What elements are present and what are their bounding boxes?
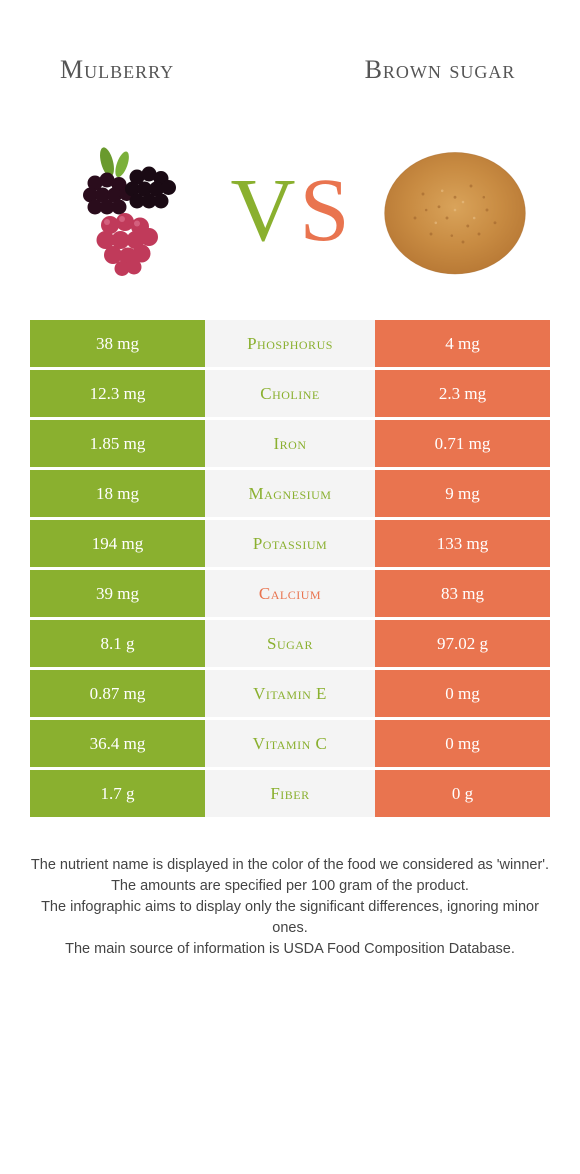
value-left: 1.7 g [30,770,205,817]
table-row: 1.85 mgIron0.71 mg [30,420,550,470]
table-row: 0.87 mgVitamin E0 mg [30,670,550,720]
nutrient-name: Vitamin C [205,720,375,767]
table-row: 18 mgMagnesium9 mg [30,470,550,520]
footer: The nutrient name is displayed in the co… [0,820,580,960]
footer-line: The amounts are specified per 100 gram o… [30,876,550,897]
value-left: 0.87 mg [30,670,205,717]
value-left: 38 mg [30,320,205,367]
value-right: 0.71 mg [375,420,550,467]
vs-v: V [230,159,295,262]
nutrient-name: Fiber [205,770,375,817]
value-left: 1.85 mg [30,420,205,467]
mulberry-image [40,125,210,295]
table-row: 12.3 mgCholine2.3 mg [30,370,550,420]
nutrient-name: Magnesium [205,470,375,517]
value-left: 18 mg [30,470,205,517]
value-left: 36.4 mg [30,720,205,767]
value-left: 8.1 g [30,620,205,667]
value-right: 0 mg [375,670,550,717]
table-row: 194 mgPotassium133 mg [30,520,550,570]
table-row: 36.4 mgVitamin C0 mg [30,720,550,770]
value-right: 83 mg [375,570,550,617]
value-left: 194 mg [30,520,205,567]
footer-line: The main source of information is USDA F… [30,939,550,960]
header: Mulberry Brown sugar [0,0,580,120]
image-row: VS [0,120,580,320]
table-row: 8.1 gSugar97.02 g [30,620,550,670]
value-right: 9 mg [375,470,550,517]
value-right: 97.02 g [375,620,550,667]
value-right: 2.3 mg [375,370,550,417]
brown-sugar-image [370,125,540,295]
value-left: 39 mg [30,570,205,617]
vs-s: S [299,159,349,262]
nutrient-table: 38 mgPhosphorus4 mg12.3 mgCholine2.3 mg1… [0,320,580,820]
nutrient-name: Choline [205,370,375,417]
value-right: 0 g [375,770,550,817]
table-row: 38 mgPhosphorus4 mg [30,320,550,370]
title-left: Mulberry [50,56,230,85]
value-right: 4 mg [375,320,550,367]
vs-label: VS [230,159,349,262]
nutrient-name: Vitamin E [205,670,375,717]
value-left: 12.3 mg [30,370,205,417]
nutrient-name: Potassium [205,520,375,567]
table-row: 39 mgCalcium83 mg [30,570,550,620]
nutrient-name: Calcium [205,570,375,617]
footer-line: The nutrient name is displayed in the co… [30,855,550,876]
footer-line: The infographic aims to display only the… [30,897,550,939]
nutrient-name: Phosphorus [205,320,375,367]
title-right: Brown sugar [350,56,530,85]
nutrient-name: Iron [205,420,375,467]
table-row: 1.7 gFiber0 g [30,770,550,820]
value-right: 133 mg [375,520,550,567]
nutrient-name: Sugar [205,620,375,667]
value-right: 0 mg [375,720,550,767]
